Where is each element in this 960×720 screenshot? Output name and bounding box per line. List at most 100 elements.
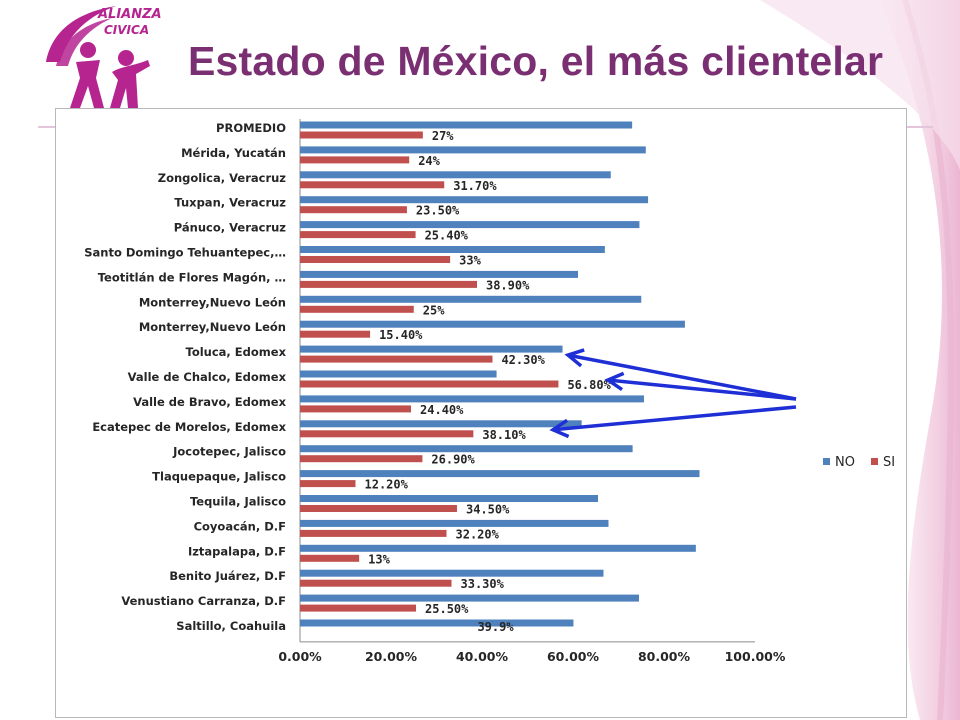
chart-frame: PROMEDIO 27% Mérida, Yucatán 24% Zongolica, …	[55, 108, 907, 718]
bar-no	[300, 495, 599, 502]
category-label: Tlaquepaque, Jalisco	[152, 470, 286, 484]
bar-si	[300, 554, 360, 562]
data-label-si: 25.50%	[425, 602, 469, 616]
data-label-si: 12.20%	[365, 478, 409, 492]
bar-chart: PROMEDIO 27% Mérida, Yucatán 24% Zongolica, …	[84, 119, 895, 664]
category-label: Iztapalapa, D.F	[188, 544, 286, 558]
bar-no	[300, 420, 582, 428]
bar-no	[300, 196, 649, 204]
bar-no	[300, 370, 497, 378]
bar-si	[300, 305, 414, 313]
data-label-si: 32.20%	[456, 527, 500, 541]
data-label-si: 34.50%	[466, 503, 510, 517]
x-tick-label: 80.00%	[638, 649, 691, 664]
bar-no	[300, 146, 646, 154]
bar-no	[300, 270, 579, 278]
annotation-arrowhead	[564, 348, 585, 368]
category-label: Zongolica, Veracruz	[158, 171, 287, 185]
bar-no	[300, 519, 609, 527]
bar-si	[300, 505, 457, 512]
category-label: Valle de Bravo, Edomex	[133, 395, 286, 409]
category-label: Valle de Chalco, Edomex	[128, 370, 287, 384]
bar-no	[300, 619, 574, 627]
bar-no	[300, 246, 605, 253]
bar-si	[300, 280, 477, 288]
bar-si	[300, 480, 356, 488]
bar-no	[300, 295, 642, 303]
annotation-arrow	[552, 405, 797, 432]
data-label-si: 39.9%	[477, 620, 514, 634]
x-tick-label: 100.00%	[725, 649, 786, 664]
category-label: Venustiano Carranza, D.F	[121, 594, 286, 608]
legend-swatch	[823, 458, 830, 465]
data-label-si: 38.90%	[486, 278, 530, 292]
x-tick-label: 0.00%	[278, 649, 322, 664]
slide-title: Estado de México, el más clientelar	[188, 38, 884, 84]
category-label: Santo Domingo Tehuantepec,…	[84, 246, 286, 260]
bar-no	[300, 221, 640, 229]
data-label-si: 25%	[423, 303, 445, 317]
bar-si	[300, 231, 416, 239]
category-label: Tuxpan, Veracruz	[174, 196, 286, 210]
bar-si	[300, 181, 445, 189]
bar-si	[300, 206, 407, 214]
category-label: Tequila, Jalisco	[190, 495, 286, 509]
bar-si	[300, 529, 447, 537]
category-label: Benito Juárez, D.F	[169, 569, 286, 583]
category-label: PROMEDIO	[216, 121, 286, 135]
bar-si	[300, 355, 493, 363]
bar-si	[300, 455, 423, 463]
data-label-si: 38.10%	[482, 428, 526, 442]
x-tick-label: 20.00%	[365, 649, 418, 664]
category-label: Mérida, Yucatán	[181, 146, 286, 160]
bar-si	[300, 579, 452, 587]
bar-si	[300, 256, 451, 263]
category-label: Ecatepec de Morelos, Edomex	[92, 420, 286, 434]
data-label-si: 42.30%	[501, 353, 545, 367]
svg-text:ALIANZA: ALIANZA	[97, 7, 162, 22]
category-label: Pánuco, Veracruz	[174, 221, 287, 235]
x-tick-label: 60.00%	[547, 649, 600, 664]
svg-text:CIVICA: CIVICA	[104, 23, 149, 37]
alianza-civica-logo: ALIANZA CIVICA	[46, 6, 162, 108]
bar-no	[300, 320, 685, 328]
data-label-si: 24%	[418, 154, 440, 168]
bar-no	[300, 594, 639, 602]
data-label-si: 13%	[368, 552, 390, 566]
data-label-si: 26.90%	[431, 453, 475, 467]
annotation-arrowhead	[549, 418, 570, 439]
annotation-arrow	[607, 378, 797, 401]
data-label-si: 33.30%	[461, 577, 505, 591]
data-label-si: 24.40%	[420, 403, 464, 417]
legend-swatch	[871, 458, 878, 465]
bar-no	[300, 470, 700, 478]
data-label-si: 23.50%	[416, 204, 460, 218]
data-label-si: 27%	[432, 129, 454, 143]
data-label-si: 31.70%	[453, 179, 497, 193]
annotation-arrowhead	[604, 371, 625, 392]
bar-no	[300, 171, 611, 179]
bar-si	[300, 430, 474, 438]
category-label: Coyoacán, D.F	[194, 519, 286, 533]
legend-label: SI	[883, 455, 895, 470]
category-label: Teotitlán de Flores Magón, …	[98, 270, 286, 284]
category-label: Toluca, Edomex	[186, 345, 287, 359]
data-label-si: 56.80%	[567, 378, 611, 392]
data-label-si: 15.40%	[379, 328, 423, 342]
bar-si	[300, 380, 559, 388]
category-label: Monterrey,Nuevo León	[139, 320, 286, 334]
legend-label: NO	[835, 455, 855, 470]
x-tick-label: 40.00%	[456, 649, 509, 664]
bar-si	[300, 405, 412, 413]
bar-no	[300, 569, 604, 577]
annotation-arrow	[567, 353, 797, 401]
bar-no	[300, 445, 633, 453]
bar-no	[300, 121, 633, 129]
data-label-si: 33%	[459, 254, 481, 268]
category-label: Jocotepec, Jalisco	[172, 445, 286, 459]
bar-si	[300, 604, 417, 612]
bar-no	[300, 395, 644, 403]
bar-no	[300, 345, 563, 353]
category-label: Saltillo, Coahuila	[176, 619, 286, 633]
